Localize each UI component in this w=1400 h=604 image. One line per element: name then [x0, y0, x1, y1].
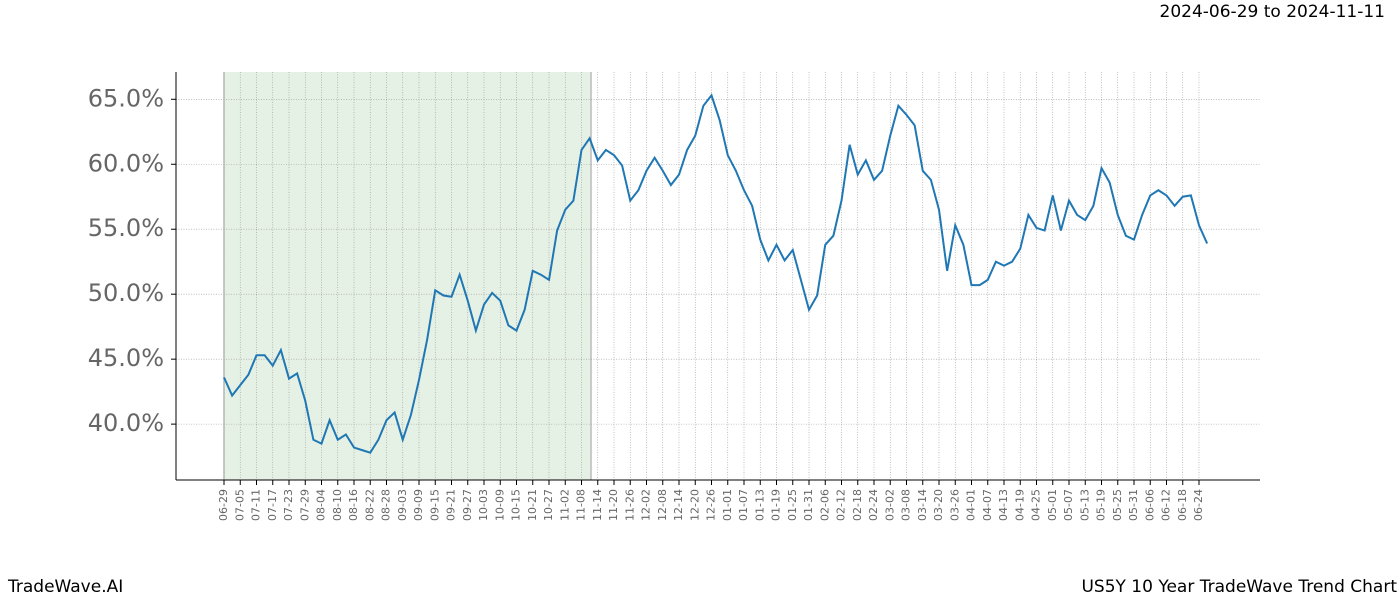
x-tick-label: 02-06 [818, 489, 831, 521]
x-tick-label: 06-12 [1160, 489, 1173, 521]
x-tick-label: 10-15 [510, 489, 523, 521]
x-tick-label: 11-02 [558, 489, 571, 521]
x-tick-label: 03-14 [916, 489, 929, 521]
x-tick-label: 09-03 [396, 489, 409, 521]
x-tick-label: 12-08 [656, 489, 669, 521]
x-tick-label: 08-04 [315, 489, 328, 521]
x-tick-label: 08-16 [347, 489, 360, 521]
x-tick-label: 10-09 [493, 489, 506, 521]
x-tick-label: 03-02 [883, 489, 896, 521]
x-tick-label: 10-27 [542, 489, 555, 521]
x-tick-label: 06-29 [217, 489, 230, 521]
x-tick-label: 11-14 [591, 489, 604, 521]
x-tick-label: 06-24 [1192, 489, 1205, 521]
x-tick-label: 11-26 [623, 489, 636, 521]
plot [223, 93, 1209, 454]
x-tick-label: 02-12 [835, 489, 848, 521]
y-tick-label: 65.0% [88, 84, 164, 112]
chart-name: US5Y 10 Year TradeWave Trend Chart [1081, 577, 1397, 597]
trend-line [223, 93, 1209, 454]
x-tick-label: 08-28 [380, 489, 393, 521]
x-tick-label: 12-14 [672, 489, 685, 521]
x-tick-label: 01-19 [770, 489, 783, 521]
x-tick-label: 08-22 [363, 489, 376, 521]
x-tick-label: 04-13 [997, 489, 1010, 521]
x-tick-label: 05-25 [1111, 489, 1124, 521]
x-tick-label: 05-13 [1078, 489, 1091, 521]
x-tick-label: 05-19 [1095, 489, 1108, 521]
x-tick-label: 10-03 [477, 489, 490, 521]
x-tick-label: 06-06 [1143, 489, 1156, 521]
x-tick-label: 02-18 [851, 489, 864, 521]
x-tick-label: 04-25 [1030, 489, 1043, 521]
x-tick-label: 05-07 [1062, 489, 1075, 521]
x-tick-label: 11-20 [607, 489, 620, 521]
x-tick-label: 06-18 [1176, 489, 1189, 521]
x-tick-label: 12-20 [688, 489, 701, 521]
x-tick-label: 07-29 [298, 489, 311, 521]
x-tick-label: 10-21 [526, 489, 539, 521]
x-tick-label: 07-05 [233, 489, 246, 521]
x-tick-label: 11-08 [575, 489, 588, 521]
x-tick-label: 03-26 [948, 489, 961, 521]
y-tick-label: 40.0% [88, 409, 164, 437]
x-tick-label: 09-27 [461, 489, 474, 521]
x-tick-label: 03-08 [900, 489, 913, 521]
y-tick-label: 60.0% [88, 149, 164, 177]
x-tick-label: 12-02 [640, 489, 653, 521]
x-tick-label: 07-23 [282, 489, 295, 521]
x-tick-label: 07-11 [250, 489, 263, 521]
x-tick-label: 12-26 [705, 489, 718, 521]
brand: TradeWave.AI [7, 577, 123, 597]
x-tick-label: 01-31 [802, 489, 815, 521]
x-tick-label: 09-21 [445, 489, 458, 521]
grid [176, 72, 1260, 480]
x-tick-label: 09-15 [428, 489, 441, 521]
date-range: 2024-06-29 to 2024-11-11 [1160, 2, 1385, 22]
x-tick-label: 02-24 [867, 489, 880, 521]
x-tick-label: 09-09 [412, 489, 425, 521]
y-tick-label: 50.0% [88, 279, 164, 307]
x-tick-label: 04-19 [1013, 489, 1026, 521]
x-tick-label: 08-10 [331, 489, 344, 521]
y-tick-label: 45.0% [88, 344, 164, 372]
x-tick-label: 01-01 [721, 489, 734, 521]
x-tick-label: 04-07 [981, 489, 994, 521]
x-tick-label: 03-20 [932, 489, 945, 521]
x-tick-label: 05-01 [1046, 489, 1059, 521]
highlight-span [224, 72, 591, 480]
x-tick-label: 01-07 [737, 489, 750, 521]
y-tick-label: 55.0% [88, 214, 164, 242]
x-tick-label: 01-13 [753, 489, 766, 521]
x-tick-label: 05-31 [1127, 489, 1140, 521]
x-tick-label: 07-17 [266, 489, 279, 521]
x-tick-label: 04-01 [965, 489, 978, 521]
x-tick-label: 01-25 [786, 489, 799, 521]
